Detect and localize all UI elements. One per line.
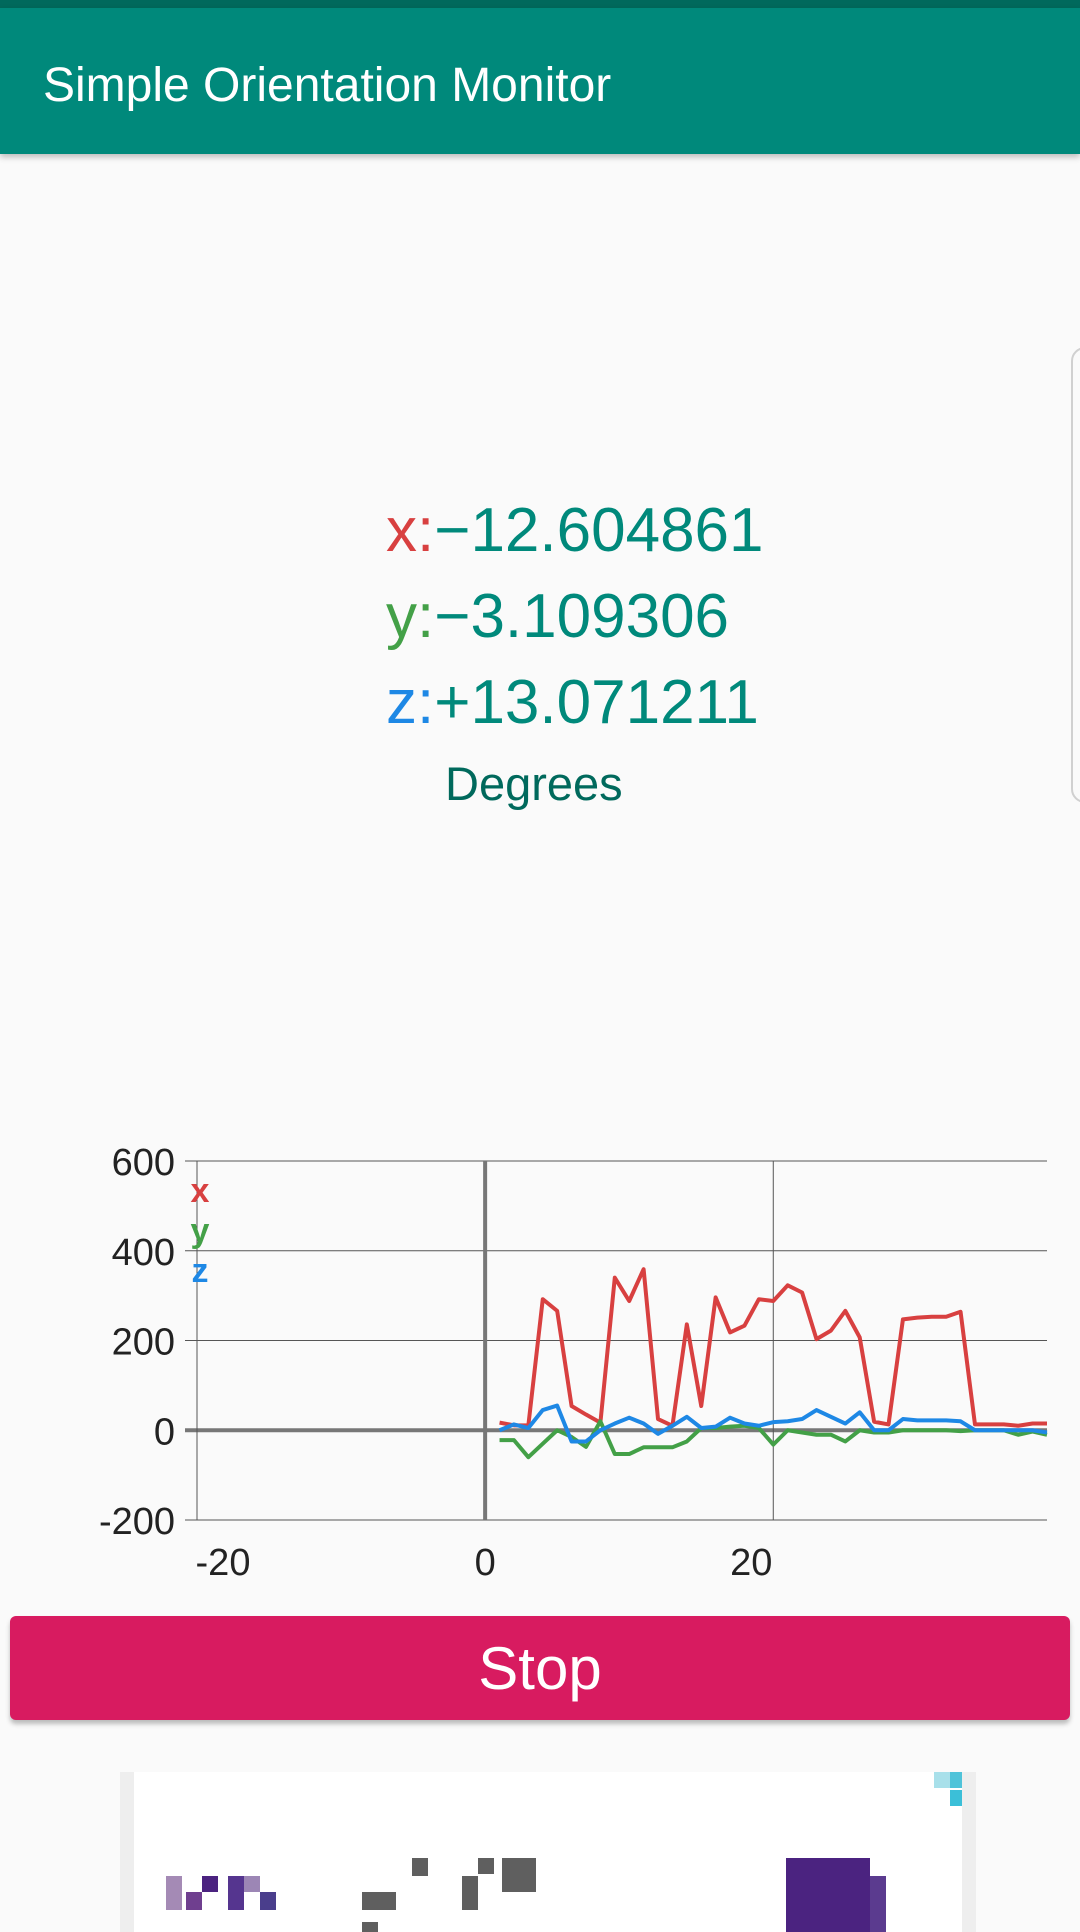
stop-button[interactable]: Stop: [10, 1616, 1070, 1720]
app-title: Simple Orientation Monitor: [43, 59, 612, 112]
legend-entry-z: z: [192, 1252, 209, 1290]
y-tick-label: 200: [112, 1322, 175, 1364]
ad-banner[interactable]: [120, 1772, 976, 1932]
y-tick-label: 600: [112, 1142, 175, 1184]
reading-y-value: −3.109306: [434, 582, 730, 651]
unit-label: Degrees: [445, 757, 623, 810]
reading-z: z:+13.071211: [386, 672, 759, 734]
reading-y-label: y:: [386, 582, 435, 651]
reading-y: y:−3.109306: [386, 586, 729, 648]
y-tick-label: 0: [154, 1411, 175, 1453]
app-bar: Simple Orientation Monitor: [0, 8, 1080, 154]
status-bar: [0, 0, 1080, 8]
legend-entry-y: y: [191, 1212, 210, 1250]
reading-x-value: −12.604861: [434, 496, 764, 565]
x-tick-label: 20: [730, 1542, 772, 1584]
x-tick-label: -20: [196, 1542, 251, 1584]
x-tick-label: 0: [475, 1542, 496, 1584]
reading-z-value: +13.071211: [434, 668, 759, 737]
y-tick-label: 400: [112, 1232, 175, 1274]
edge-panel-handle[interactable]: [1071, 347, 1080, 803]
y-tick-label: -200: [99, 1501, 175, 1543]
reading-z-label: z:: [386, 668, 435, 737]
reading-x: x:−12.604861: [386, 500, 764, 562]
series-line-x: [499, 1267, 1047, 1428]
legend-entry-x: x: [191, 1172, 210, 1210]
reading-x-label: x:: [386, 496, 435, 565]
series-line-z: [498, 1403, 1048, 1444]
